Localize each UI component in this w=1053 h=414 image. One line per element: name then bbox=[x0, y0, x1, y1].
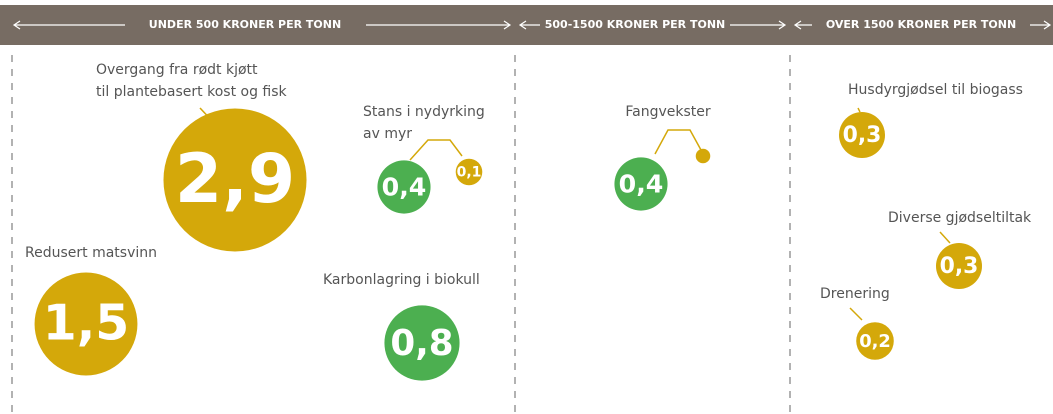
bubble bbox=[856, 322, 894, 360]
bubble-value: 1,5 bbox=[43, 295, 130, 352]
bubble-label: Stans i nydyrking bbox=[363, 104, 485, 120]
bubble-label: Husdyrgjødsel til biogass bbox=[848, 82, 1023, 98]
leader-line bbox=[409, 139, 463, 161]
bubble-value: 0,4 bbox=[619, 169, 664, 198]
header-arrows bbox=[12, 20, 1052, 30]
bubble-label: til plantebasert kost og fisk bbox=[96, 84, 288, 100]
bubble-label: Fangvekster bbox=[625, 104, 711, 120]
bubble bbox=[163, 108, 307, 252]
bubble-value: 0,1 bbox=[457, 165, 482, 181]
bubble-label: Karbonlagring i biokull bbox=[323, 272, 480, 288]
section-header: 500-1500 KRONER PER TONN bbox=[545, 18, 725, 31]
leader-line bbox=[857, 107, 861, 113]
section-header: UNDER 500 KRONER PER TONN bbox=[149, 18, 341, 31]
leader-line bbox=[849, 307, 863, 321]
bubble bbox=[695, 148, 711, 164]
bubble-value: 0,3 bbox=[940, 254, 979, 279]
bubble-value: 0,2 bbox=[859, 331, 891, 352]
bubble-label: Overgang fra rødt kjøtt bbox=[96, 62, 258, 78]
leader-line bbox=[654, 129, 702, 155]
bubble-value: 0,8 bbox=[390, 323, 453, 364]
bubble-label: Redusert matsvinn bbox=[25, 245, 157, 261]
bubble-value: 0,3 bbox=[843, 123, 882, 148]
bubble-value: 2,9 bbox=[175, 140, 295, 219]
bubble bbox=[384, 305, 460, 381]
bubble bbox=[838, 111, 886, 159]
bubble-value: 0,4 bbox=[382, 172, 427, 201]
leader-line bbox=[939, 231, 951, 244]
bubble bbox=[614, 157, 668, 211]
section-header: OVER 1500 KRONER PER TONN bbox=[826, 18, 1016, 31]
bubble bbox=[455, 158, 483, 186]
bubble bbox=[34, 272, 138, 376]
bubble-label: av myr bbox=[363, 126, 412, 142]
bubble bbox=[377, 160, 431, 214]
bubble bbox=[935, 242, 983, 290]
bubble-label: Diverse gjødseltiltak bbox=[888, 210, 1032, 226]
bubble-label: Drenering bbox=[820, 286, 890, 302]
